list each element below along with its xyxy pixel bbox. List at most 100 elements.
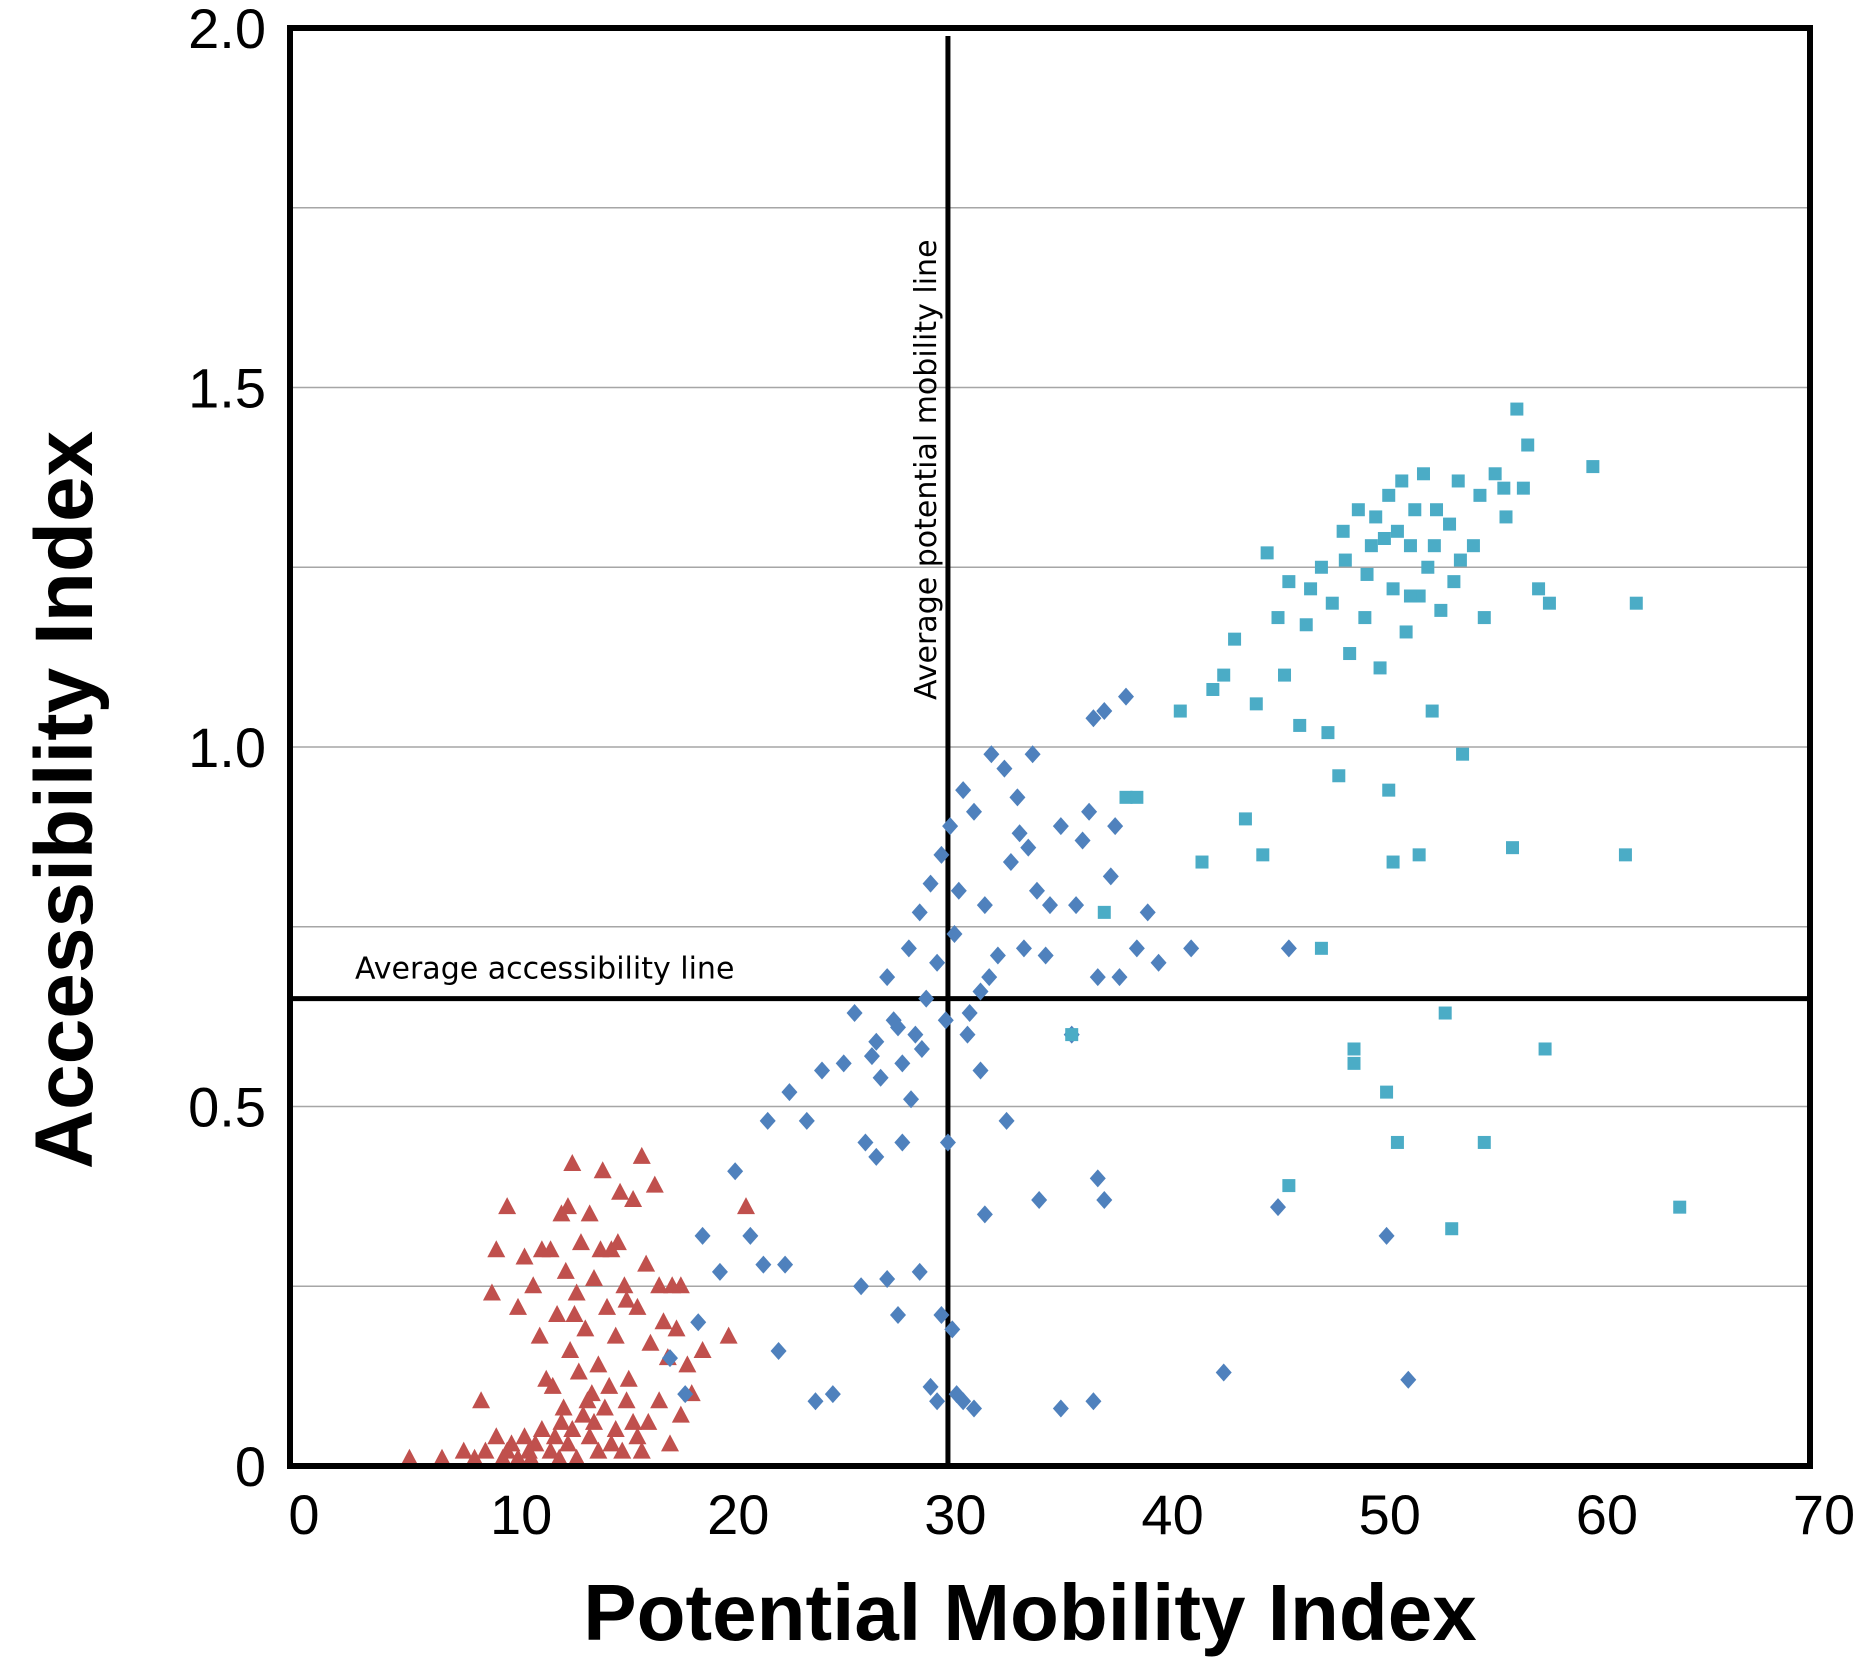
square-point bbox=[1506, 841, 1520, 855]
triangle-point bbox=[532, 1240, 551, 1258]
triangle-point bbox=[589, 1441, 608, 1459]
triangle-point bbox=[576, 1319, 595, 1337]
square-point bbox=[1412, 848, 1426, 862]
square-point bbox=[1408, 503, 1422, 517]
square-point bbox=[1282, 575, 1296, 589]
x-tick-label: 10 bbox=[490, 1483, 552, 1546]
square-point bbox=[1421, 560, 1435, 574]
square-point bbox=[1369, 510, 1383, 524]
diamond-point bbox=[755, 1255, 772, 1274]
triangle-point bbox=[563, 1154, 582, 1172]
triangle-point bbox=[639, 1412, 658, 1430]
data-points bbox=[400, 402, 1687, 1466]
diamond-point bbox=[972, 982, 989, 1001]
diamond-point bbox=[1052, 1399, 1069, 1418]
triangle-point bbox=[522, 1448, 541, 1466]
square-point bbox=[1532, 582, 1546, 596]
triangle-point bbox=[591, 1240, 610, 1258]
square-point bbox=[1382, 488, 1396, 502]
average-potential-mobility-label: Average potential mobility line bbox=[909, 239, 944, 700]
diamond-point bbox=[939, 1133, 956, 1152]
square-point bbox=[1299, 618, 1313, 632]
square-point bbox=[1403, 539, 1417, 553]
square-point bbox=[1516, 481, 1530, 495]
triangle-point bbox=[526, 1434, 545, 1452]
diamond-point bbox=[868, 1032, 885, 1051]
diamond-point bbox=[879, 1270, 896, 1289]
square-point bbox=[1304, 582, 1318, 596]
diamond-point bbox=[1089, 968, 1106, 987]
diamond-point bbox=[983, 745, 1000, 764]
triangle-point bbox=[671, 1405, 690, 1423]
triangle-point bbox=[543, 1376, 562, 1394]
diamond-point bbox=[918, 989, 935, 1008]
square-point bbox=[1332, 769, 1346, 783]
square-point bbox=[1395, 474, 1409, 488]
triangle-point bbox=[602, 1434, 621, 1452]
diamond-point bbox=[1139, 903, 1156, 922]
diamond-point bbox=[814, 1061, 830, 1080]
diamond-point bbox=[1024, 745, 1041, 764]
square-point bbox=[1338, 553, 1352, 567]
square-point bbox=[1358, 611, 1372, 625]
triangle-point bbox=[563, 1420, 582, 1438]
triangle-point bbox=[541, 1441, 560, 1459]
square-point bbox=[1473, 488, 1487, 502]
triangle-point bbox=[550, 1448, 569, 1466]
triangle-point bbox=[554, 1398, 573, 1416]
triangle-point bbox=[619, 1369, 638, 1387]
square-point bbox=[1430, 503, 1444, 517]
square-point bbox=[1629, 596, 1643, 610]
triangle-point bbox=[569, 1362, 588, 1380]
square-point bbox=[1278, 668, 1292, 682]
square-point bbox=[1477, 1135, 1491, 1149]
triangle-point bbox=[632, 1146, 651, 1164]
diamond-point bbox=[1096, 1190, 1113, 1209]
diamond-point bbox=[989, 946, 1006, 965]
diamond-point bbox=[711, 1262, 728, 1281]
square-point bbox=[1097, 905, 1111, 919]
square-point bbox=[1427, 539, 1441, 553]
reference-lines: Average potential mobility line Average a… bbox=[290, 36, 1810, 1466]
diamond-point bbox=[879, 968, 896, 987]
triangle-point bbox=[433, 1448, 451, 1466]
diamond-point bbox=[781, 1083, 798, 1102]
diamond-point bbox=[929, 1392, 946, 1411]
diamond-point bbox=[911, 1262, 928, 1281]
diamond-point bbox=[922, 874, 939, 893]
diamond-point bbox=[894, 1133, 911, 1152]
square-point bbox=[1173, 704, 1187, 718]
square-point bbox=[1347, 1042, 1361, 1056]
diamond-point bbox=[1280, 939, 1297, 958]
diamond-point bbox=[996, 759, 1013, 778]
diamond-point bbox=[933, 1306, 950, 1325]
triangle-point bbox=[530, 1326, 549, 1344]
triangle-point bbox=[515, 1247, 534, 1265]
square-point bbox=[1477, 611, 1491, 625]
triangle-point bbox=[558, 1197, 577, 1215]
triangle-point bbox=[719, 1326, 738, 1344]
triangle-point bbox=[650, 1391, 669, 1409]
diamond-point bbox=[863, 1047, 880, 1066]
diamond-point bbox=[944, 1320, 961, 1339]
diamond-point bbox=[1089, 1169, 1106, 1188]
x-axis-ticks: 0 10 20 30 40 50 60 70 bbox=[288, 1483, 1853, 1546]
diamond-point bbox=[1015, 939, 1032, 958]
diamond-point bbox=[1085, 709, 1102, 728]
diamond-point bbox=[1002, 853, 1019, 872]
triangle-point bbox=[556, 1261, 575, 1279]
diamond-point bbox=[1052, 817, 1069, 836]
triangle-point bbox=[641, 1333, 660, 1351]
square-point bbox=[1390, 1135, 1404, 1149]
triangle-point bbox=[545, 1427, 564, 1445]
y-axis-title: Accessibility Index bbox=[19, 431, 110, 1169]
diamond-point bbox=[1378, 1226, 1395, 1245]
diamond-point bbox=[1270, 1198, 1286, 1217]
triangle-point bbox=[617, 1391, 636, 1409]
triangle-point bbox=[487, 1240, 506, 1258]
triangle-point bbox=[571, 1233, 590, 1251]
square-point bbox=[1360, 567, 1374, 581]
diamond-point bbox=[966, 802, 982, 821]
square-point bbox=[1347, 1056, 1361, 1070]
diamond-point bbox=[966, 1399, 982, 1418]
